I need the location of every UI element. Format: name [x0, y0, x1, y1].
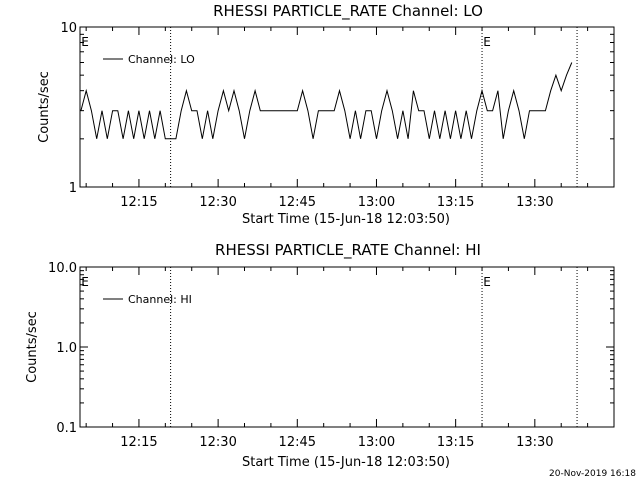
lo-y-axis-label: Counts/sec [37, 71, 52, 143]
lo-x-tick-label: 12:15 [120, 195, 157, 210]
lo-x-axis-label: Start Time (15-Jun-18 12:03:50) [242, 212, 450, 227]
hi-channel-panel: RHESSI PARTICLE_RATE Channel: HI Counts/… [25, 241, 615, 470]
lo-event-marker: E [483, 35, 491, 49]
lo-x-tick-label: 13:30 [516, 195, 553, 210]
hi-tick-group: 12:15 12:30 12:45 13:00 13:15 13:30 0.1 1.0 10.0 [48, 261, 614, 450]
hi-chart-title: RHESSI PARTICLE_RATE Channel: HI [215, 241, 481, 260]
hi-y-axis-label: Counts/sec [25, 311, 40, 383]
hi-x-tick-label: 13:00 [358, 435, 395, 450]
hi-x-tick-label: 12:45 [279, 435, 316, 450]
lo-event-marker: E [81, 35, 89, 49]
hi-x-tick-label: 12:15 [120, 435, 157, 450]
hi-x-tick-label: 13:30 [516, 435, 553, 450]
hi-event-marker: E [81, 275, 89, 289]
lo-channel-panel: RHESSI PARTICLE_RATE Channel: LO Counts/… [37, 2, 615, 227]
generation-timestamp: 20-Nov-2019 16:18 [549, 469, 636, 479]
lo-legend-label: Channel: LO [128, 53, 195, 66]
lo-plot-frame [79, 26, 615, 188]
lo-x-tick-label: 13:00 [358, 195, 395, 210]
hi-y-tick-label: 1.0 [56, 341, 77, 356]
hi-plot-frame [79, 266, 615, 428]
lo-y-tick-label: 1 [69, 181, 77, 196]
hi-x-tick-label: 12:30 [199, 435, 236, 450]
lo-series-group [80, 62, 573, 140]
hi-event-marker: E [483, 275, 491, 289]
lo-x-tick-label: 12:45 [279, 195, 316, 210]
lo-legend: Channel: LO [103, 53, 195, 66]
hi-x-tick-label: 13:15 [437, 435, 474, 450]
hi-x-axis-label: Start Time (15-Jun-18 12:03:50) [242, 455, 450, 470]
hi-legend-label: Channel: HI [128, 293, 192, 306]
hi-y-tick-label: 0.1 [56, 421, 77, 436]
lo-series-line [80, 62, 573, 140]
lo-y-tick-label: 10 [60, 21, 77, 36]
hi-y-tick-label: 10.0 [48, 261, 77, 276]
lo-tick-group: 12:15 12:30 12:45 13:00 13:15 13:30 1 10 [60, 21, 614, 210]
lo-x-tick-label: 12:30 [199, 195, 236, 210]
lo-x-tick-label: 13:15 [437, 195, 474, 210]
hi-legend: Channel: HI [103, 293, 192, 306]
lo-chart-title: RHESSI PARTICLE_RATE Channel: LO [213, 2, 483, 21]
